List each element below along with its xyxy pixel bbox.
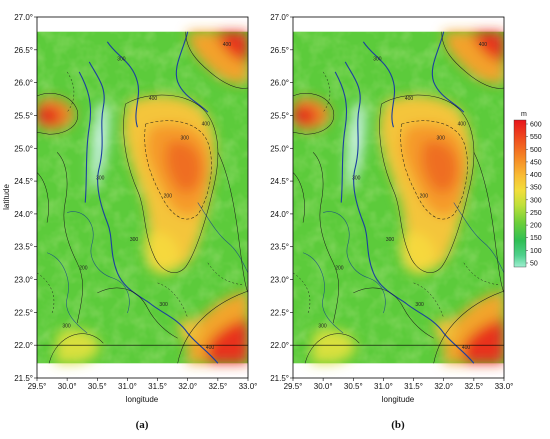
y-tick-label: 22.5° (270, 308, 289, 317)
colorbar-tick-label: 250 (530, 210, 542, 217)
contour-label: 400 (479, 42, 488, 48)
contour-label: 200 (420, 194, 429, 200)
colorbar-tick-label: 350 (530, 185, 542, 192)
panel-label-a: (a) (136, 419, 149, 431)
contour-label: 300 (386, 237, 395, 243)
y-tick-label: 24.0° (270, 210, 289, 219)
x-tick-label: 32.5° (208, 382, 227, 391)
y-tick-label: 22.0° (270, 341, 289, 350)
y-tick-label: 22.5° (14, 308, 33, 317)
x-tick-label: 32.0° (434, 382, 453, 391)
y-tick-label: 24.0° (14, 210, 33, 219)
x-tick-label: 30.5° (344, 382, 363, 391)
x-tick-label: 31.0° (118, 382, 137, 391)
map-frame-b (292, 16, 505, 379)
contour-label: 300 (181, 136, 190, 142)
x-tick-label: 31.5° (148, 382, 167, 391)
contour-labels-a: 400 300 300 200 300 400 200 300 400 300 300 400 (62, 42, 231, 351)
colorbar-tick-label: 400 (530, 172, 542, 179)
axis-ticks-a: 29.5° 30.0° 30.5° 31.0° 31.5° 32.0° 32.5° 33.0°… (14, 13, 257, 391)
x-tick-label: 31.5° (404, 382, 423, 391)
colorbar: m 600 550 500 450 400 350 300 250 200 150 100 50 (513, 111, 542, 268)
y-tick-label: 25.5° (14, 111, 33, 120)
x-tick-label: 32.5° (464, 382, 483, 391)
y-tick-label: 26.0° (270, 79, 289, 88)
colorbar-tick-label: 550 (530, 134, 542, 141)
y-tick-label: 25.0° (14, 144, 33, 153)
contour-label: 300 (437, 136, 446, 142)
contour-label: 200 (335, 266, 344, 272)
x-tick-label: 33.0° (239, 382, 258, 391)
map-frame-a (36, 16, 249, 379)
panel-b: 29.5° 30.0° 30.5° 31.0° 31.5° 32.0° 32.5° 33.0°… (270, 13, 513, 431)
x-tick-label: 31.0° (374, 382, 393, 391)
contour-label: 400 (405, 96, 414, 102)
colorbar-scale (513, 119, 527, 268)
panel-label-b: (b) (391, 419, 405, 431)
x-tick-label: 30.0° (314, 382, 333, 391)
y-tick-label: 22.0° (14, 341, 33, 350)
x-tick-label: 29.5° (28, 382, 47, 391)
x-axis-label-b: longitude (382, 395, 415, 404)
y-tick-label: 26.5° (14, 46, 33, 55)
contour-label: 300 (352, 175, 361, 181)
contour-label: 400 (206, 345, 215, 351)
contour-label: 300 (62, 323, 71, 329)
x-tick-label: 33.0° (495, 382, 514, 391)
y-tick-label: 26.0° (14, 79, 33, 88)
y-tick-label: 23.5° (270, 243, 289, 252)
colorbar-unit: m (521, 111, 527, 118)
contour-label: 300 (117, 56, 126, 62)
contour-label: 300 (373, 56, 382, 62)
colorbar-tick-label: 150 (530, 235, 542, 242)
colorbar-tick-label: 500 (530, 147, 542, 154)
x-tick-label: 32.0° (178, 382, 197, 391)
y-tick-label: 27.0° (14, 13, 33, 22)
y-tick-label: 23.0° (14, 276, 33, 285)
axis-ticks-b: 29.5° 30.0° 30.5° 31.0° 31.5° 32.0° 32.5° 33.0°… (270, 13, 513, 391)
contour-label: 400 (458, 121, 467, 127)
contour-label: 400 (462, 345, 471, 351)
contour-labels-b: 400 300 300 200 300 400 200 300 400 300 300 400 (318, 42, 487, 351)
y-tick-label: 23.5° (14, 243, 33, 252)
contour-label: 400 (149, 96, 158, 102)
elevation-map-a (37, 32, 248, 364)
contour-label: 300 (159, 302, 168, 308)
x-tick-label: 30.5° (88, 382, 107, 391)
y-tick-label: 24.5° (270, 177, 289, 186)
contour-label: 200 (79, 266, 88, 272)
y-tick-label: 23.0° (270, 276, 289, 285)
colorbar-tick-label: 450 (530, 159, 542, 166)
contour-label: 300 (130, 237, 139, 243)
y-tick-label: 25.5° (270, 111, 289, 120)
elevation-map-b (293, 32, 504, 364)
contour-label: 400 (202, 121, 211, 127)
y-tick-label: 24.5° (14, 177, 33, 186)
x-tick-label: 30.0° (58, 382, 77, 391)
colorbar-tick-label: 50 (530, 261, 538, 268)
colorbar-tick-label: 300 (530, 197, 542, 204)
contour-label: 300 (96, 175, 105, 181)
y-tick-label: 25.0° (270, 144, 289, 153)
contour-label: 200 (164, 194, 173, 200)
y-axis-label-a: latitude (2, 184, 11, 210)
colorbar-ticks: 600 550 500 450 400 350 300 250 200 150 100 50 (526, 122, 542, 268)
y-tick-label: 27.0° (270, 13, 289, 22)
contour-label: 300 (318, 323, 327, 329)
y-tick-label: 21.5° (14, 374, 33, 383)
colorbar-tick-label: 200 (530, 223, 542, 230)
y-tick-label: 26.5° (270, 46, 289, 55)
y-tick-label: 21.5° (270, 374, 289, 383)
x-axis-label-a: longitude (126, 395, 159, 404)
colorbar-tick-label: 600 (530, 122, 542, 129)
colorbar-tick-label: 100 (530, 248, 542, 255)
contour-label: 400 (223, 42, 232, 48)
contour-label: 300 (415, 302, 424, 308)
x-tick-label: 29.5° (284, 382, 303, 391)
panel-a: 29.5° 30.0° 30.5° 31.0° 31.5° 32.0° 32.5° 33.0°… (2, 13, 257, 431)
